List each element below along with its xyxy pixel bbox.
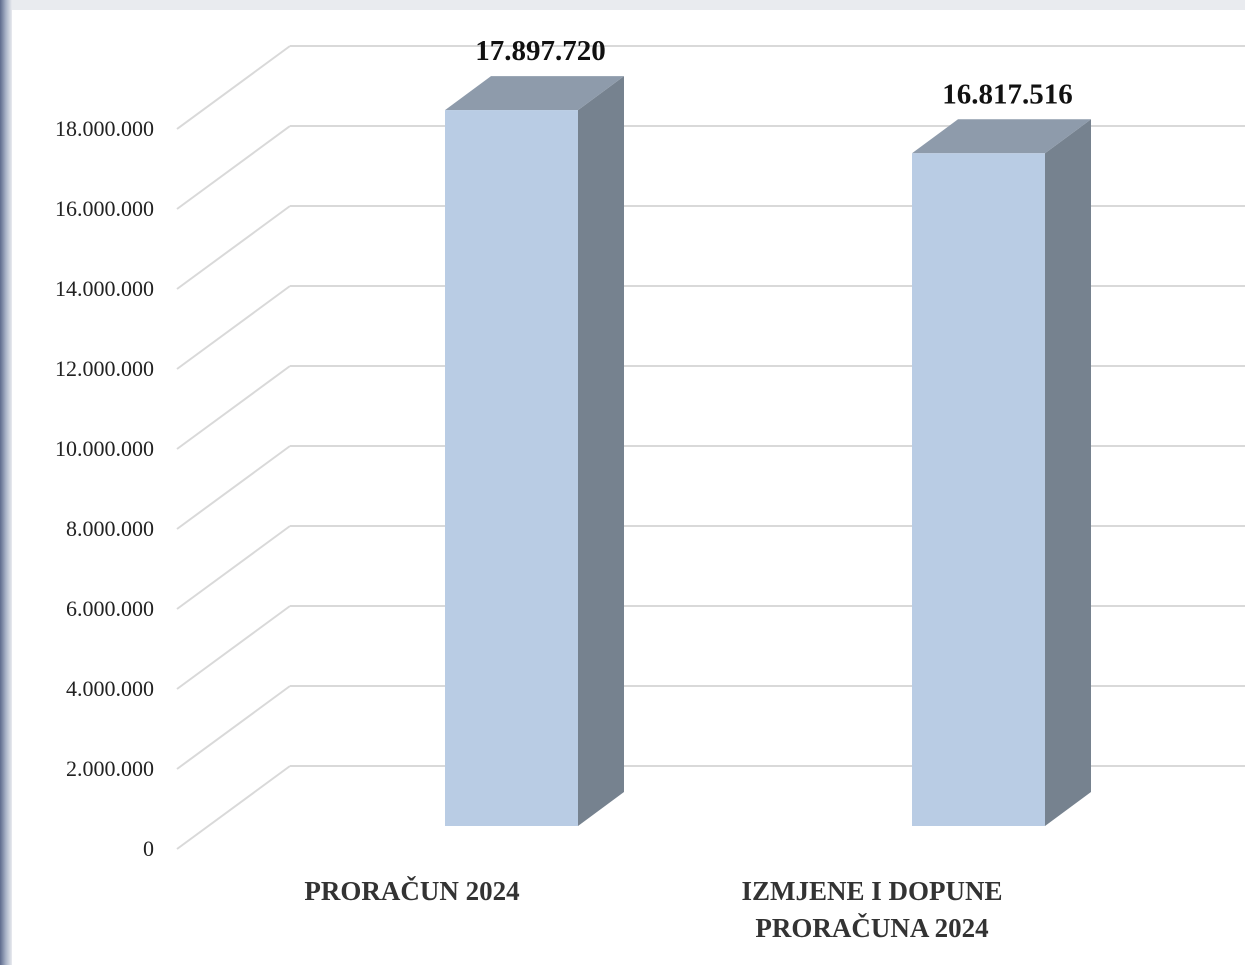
gridline-diagonal	[176, 45, 291, 130]
y-tick-label: 14.000.000	[55, 276, 154, 301]
category-label-1: PRORAČUN 2024	[304, 876, 519, 906]
category-label-2: PRORAČUNA 2024	[755, 913, 988, 943]
data-labels: 17.897.720 16.817.516	[475, 35, 1073, 110]
y-tick-label: 6.000.000	[66, 596, 154, 621]
y-tick-label: 16.000.000	[55, 196, 154, 221]
data-label-1: 17.897.720	[475, 35, 606, 67]
gridline-diagonal	[176, 285, 291, 370]
gridline-diagonal	[176, 685, 291, 770]
bars	[445, 76, 1091, 827]
data-label-2: 16.817.516	[942, 78, 1073, 110]
y-tick-label: 8.000.000	[66, 516, 154, 541]
gridline-diagonal	[176, 445, 291, 530]
gridline-diagonal	[176, 525, 291, 610]
category-labels: PRORAČUN 2024 IZMJENE I DOPUNE PRORAČUNA 2…	[304, 876, 1002, 943]
bar-1	[445, 76, 624, 827]
y-tick-label: 10.000.000	[55, 436, 154, 461]
gridline-diagonal	[176, 205, 291, 290]
gridline-diagonal	[176, 765, 291, 850]
y-tick-label: 0	[143, 836, 154, 861]
bar-front-face	[912, 153, 1045, 826]
chart-frame: 0 2.000.000 4.000.000 6.000.000 8.000.000 10.…	[12, 10, 1245, 965]
y-tick-label: 12.000.000	[55, 356, 154, 381]
bar-chart: 0 2.000.000 4.000.000 6.000.000 8.000.000 10.…	[55, 35, 1245, 943]
gridline-diagonal	[176, 125, 291, 210]
gridline-diagonal	[176, 605, 291, 690]
y-axis-ticks: 0 2.000.000 4.000.000 6.000.000 8.000.000 10.…	[55, 116, 154, 861]
bar-front-face	[445, 110, 578, 827]
bar-top-face	[445, 76, 624, 111]
gridline-diagonal	[176, 365, 291, 450]
y-tick-label: 18.000.000	[55, 116, 154, 141]
bar-2	[912, 119, 1091, 826]
y-tick-label: 4.000.000	[66, 676, 154, 701]
bar-side-face	[578, 76, 624, 827]
category-label-2: IZMJENE I DOPUNE	[741, 876, 1002, 906]
bar-top-face	[912, 119, 1091, 154]
y-tick-label: 2.000.000	[66, 756, 154, 781]
bar-side-face	[1045, 119, 1091, 826]
